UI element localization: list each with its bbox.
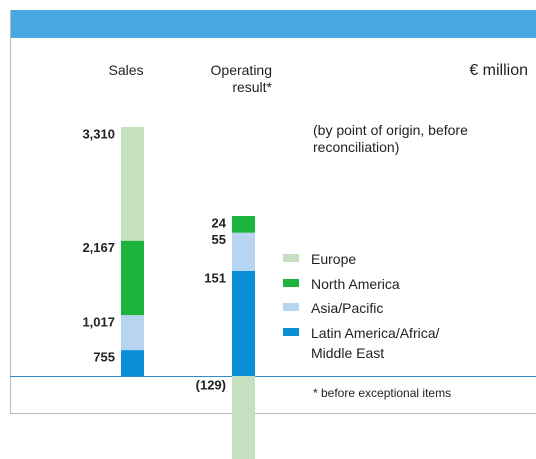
category-header-text: Operating result*: [210, 62, 272, 95]
value-label: 24: [212, 215, 227, 230]
value-label: 1,017: [82, 315, 115, 330]
unit: € million: [469, 62, 528, 79]
value-label: 55: [212, 232, 226, 247]
legend-item: North America: [283, 274, 483, 294]
bar-segment: [121, 350, 144, 376]
legend-item: Asia/Pacific: [283, 298, 483, 318]
category-header: Operating result*: [182, 62, 272, 96]
bar-segment: [121, 240, 144, 316]
legend-label: Latin America/Africa/ Middle East: [311, 324, 440, 361]
value-label: 2,167: [82, 240, 115, 255]
bar-segment: [121, 127, 144, 241]
value-label: 3,310: [82, 126, 115, 141]
legend-swatch: [283, 303, 299, 311]
category-header: Sales: [108, 62, 144, 78]
legend-swatch: [283, 278, 299, 287]
note: (by point of origin, before reconciliati…: [313, 122, 468, 155]
value-label: 755: [93, 350, 115, 365]
header-band: [10, 10, 536, 38]
bar-segment: [121, 315, 144, 351]
legend-item: Latin America/Africa/ Middle East: [283, 323, 483, 363]
bar-segment: [232, 270, 255, 376]
legend-swatch: [283, 254, 299, 262]
value-label: 151: [204, 270, 226, 285]
bar-segment: [232, 376, 255, 459]
legend-item: Europe: [283, 249, 483, 269]
legend-label: Europe: [311, 251, 357, 267]
footnote: * before exceptional items: [313, 386, 452, 400]
value-label: (129): [196, 377, 226, 392]
legend-label: North America: [311, 275, 400, 292]
legend-label: Asia/Pacific: [311, 300, 384, 316]
bar-segment: [232, 216, 255, 233]
legend-swatch: [283, 327, 299, 336]
bar-segment: [232, 232, 255, 271]
